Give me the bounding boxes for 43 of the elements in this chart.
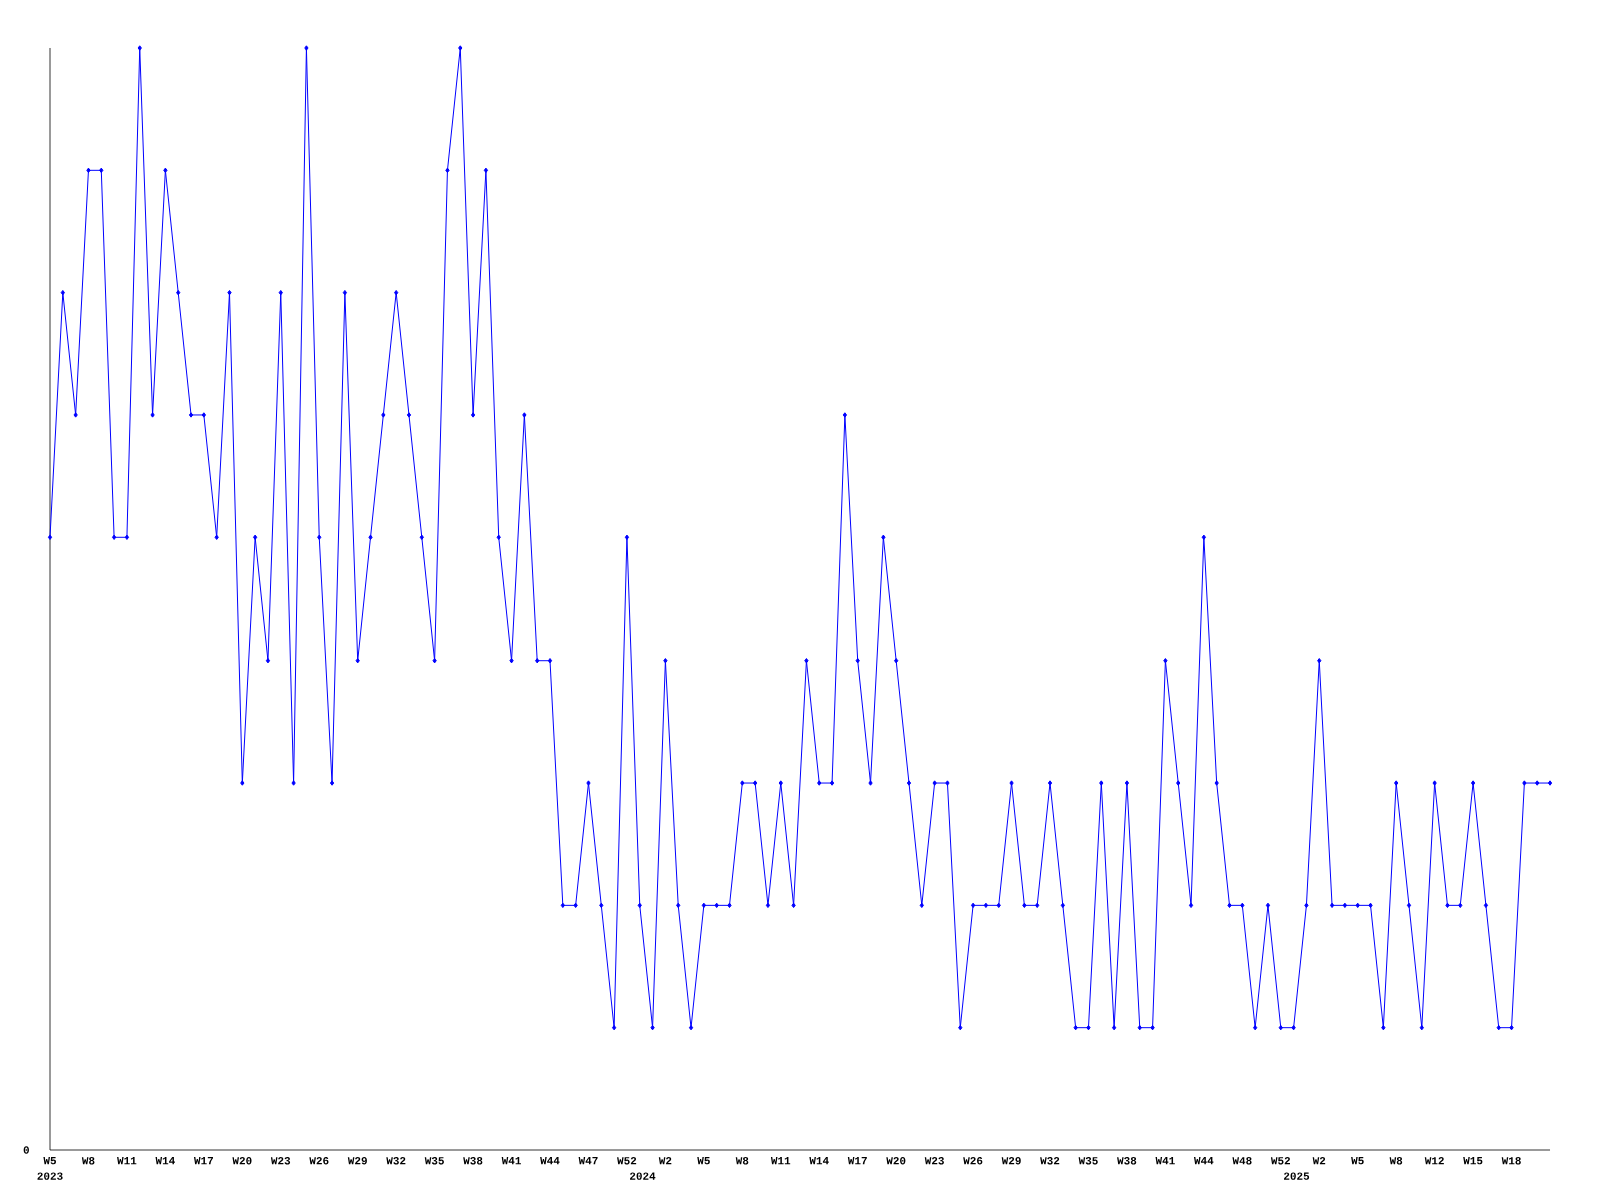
x-tick-label: W5 xyxy=(1351,1157,1364,1165)
x-tick-label: W17 xyxy=(847,1157,867,1165)
x-tick-label: W32 xyxy=(386,1157,406,1165)
x-tick-label: W17 xyxy=(193,1157,213,1165)
x-tick-label: W23 xyxy=(270,1157,291,1165)
x-tick-label: W44 xyxy=(540,1157,560,1165)
x-tick-label: W48 xyxy=(1232,1157,1252,1165)
x-tick-label: W8 xyxy=(81,1157,95,1165)
x-tick-label: W32 xyxy=(1040,1157,1060,1165)
x-tick-label: W38 xyxy=(1117,1157,1137,1165)
x-tick-label: W35 xyxy=(1078,1157,1098,1165)
x-tick-label: W47 xyxy=(578,1157,598,1165)
x-tick-label: W11 xyxy=(770,1157,791,1165)
x-tick-label: W41 xyxy=(501,1157,521,1165)
x-tick-label: W12 xyxy=(1424,1157,1444,1165)
x-tick-label: W14 xyxy=(155,1157,175,1165)
x-tick-label: W5 xyxy=(43,1157,56,1165)
x-tick-label: W26 xyxy=(309,1157,329,1165)
x-tick-label: W29 xyxy=(1001,1157,1021,1165)
x-tick-label: W26 xyxy=(963,1157,983,1165)
x-tick-label: W14 xyxy=(809,1157,829,1165)
text: 2025 xyxy=(1284,1172,1310,1180)
text: 2024 xyxy=(630,1172,656,1180)
x-tick-label: W5 xyxy=(697,1157,710,1165)
text: 2023 xyxy=(37,1172,63,1180)
x-tick-label: W8 xyxy=(1389,1157,1403,1165)
x-tick-label: W52 xyxy=(617,1157,637,1165)
x-tick-label: W20 xyxy=(886,1157,906,1165)
x-tick-label: W8 xyxy=(735,1157,749,1165)
x-tick-label: W20 xyxy=(232,1157,252,1165)
x-tick-label: W44 xyxy=(1194,1157,1214,1165)
x-tick-label: W18 xyxy=(1501,1157,1521,1165)
text: 0 xyxy=(23,1146,29,1154)
x-tick-label: W29 xyxy=(347,1157,367,1165)
x-tick-label: W15 xyxy=(1463,1157,1483,1165)
x-tick-label: W41 xyxy=(1155,1157,1175,1165)
x-tick-label: W35 xyxy=(424,1157,444,1165)
x-tick-label: W23 xyxy=(924,1157,944,1165)
x-tick-label: W2 xyxy=(658,1157,672,1165)
x-tick-label: W2 xyxy=(1312,1157,1326,1165)
x-tick-label: W52 xyxy=(1270,1157,1291,1165)
x-tick-label: W38 xyxy=(463,1157,483,1165)
x-tick-label: W11 xyxy=(117,1157,137,1165)
